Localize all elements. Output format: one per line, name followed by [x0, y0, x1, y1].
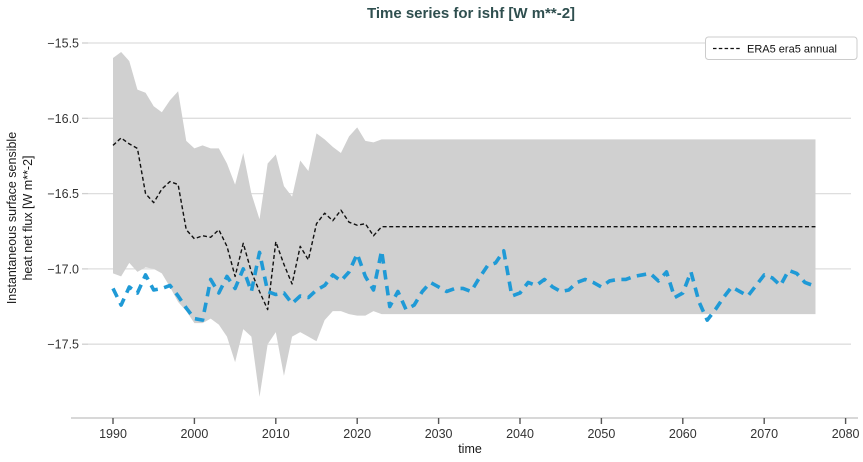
y-tick-label: −15.5 — [47, 37, 79, 51]
x-tick-label: 2020 — [343, 427, 371, 441]
y-axis-label-line2: heat net flux [W m**-2] — [21, 155, 35, 280]
y-tick-label: −16.5 — [47, 187, 79, 201]
legend-box — [705, 36, 858, 60]
y-tick-label: −17.0 — [47, 262, 79, 276]
x-tick-label: 2080 — [832, 427, 860, 441]
axis-layer: 1990 2000 2010 2020 2030 2040 2050 2060 2070 2080 — [71, 417, 860, 441]
x-tick-label: 2060 — [669, 427, 697, 441]
series-layer — [111, 137, 816, 322]
x-tick-label: 2000 — [180, 427, 208, 441]
band-layer — [113, 52, 816, 397]
x-tick-label: 2070 — [750, 427, 778, 441]
blue-annual-line — [111, 249, 814, 322]
y-tick-label: −16.0 — [47, 112, 79, 126]
x-tick-label: 2010 — [262, 427, 290, 441]
x-tick-label: 2050 — [587, 427, 615, 441]
x-tick-label: 1990 — [99, 427, 127, 441]
uncertainty-band — [113, 52, 816, 397]
era5-annual-line — [112, 137, 816, 311]
chart-title: Time series for ishf [W m**-2] — [367, 5, 575, 22]
legend: ERA5 era5 annual — [705, 36, 858, 60]
x-axis-label: time — [458, 442, 482, 456]
y-axis-label-line1: Instantaneous surface sensible — [5, 132, 19, 304]
legend-label: ERA5 era5 annual — [747, 44, 837, 56]
y-tick-label: −17.5 — [47, 338, 79, 352]
x-tick-label: 2040 — [506, 427, 534, 441]
x-tick-label: 2030 — [425, 427, 453, 441]
